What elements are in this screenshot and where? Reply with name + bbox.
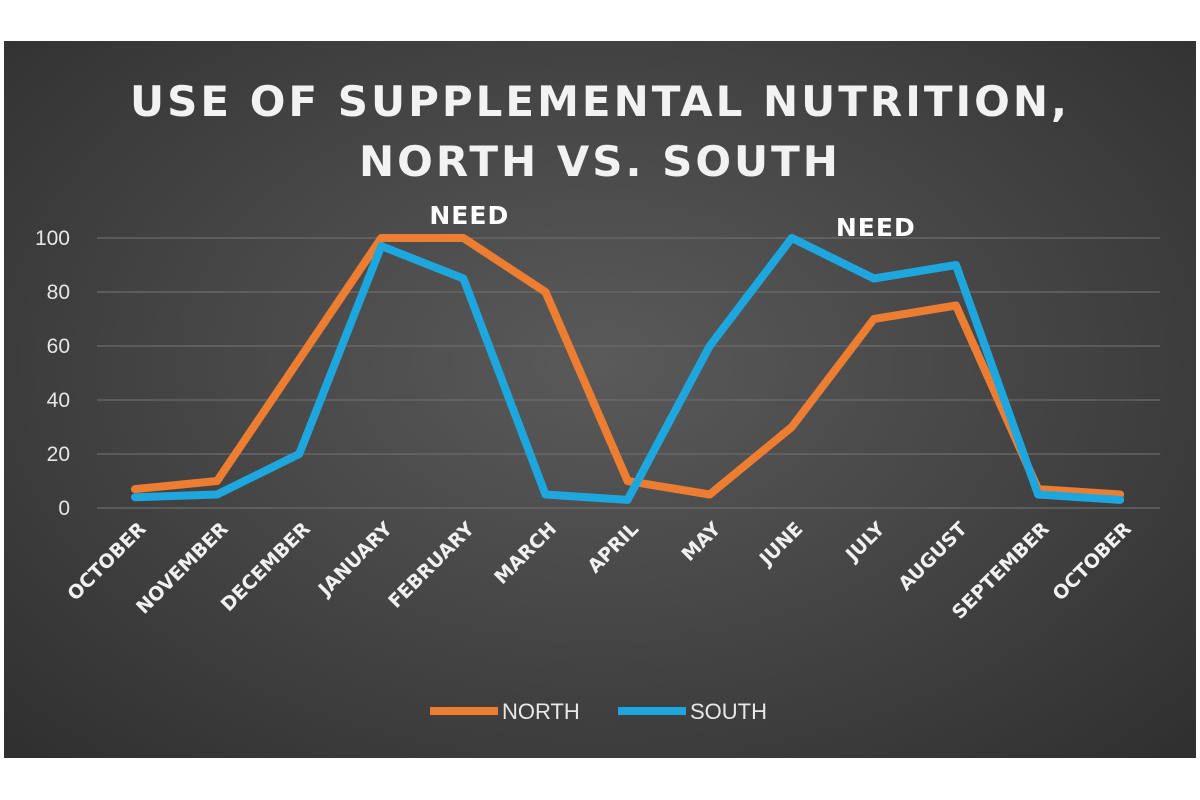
x-category-label: MARCH — [490, 518, 561, 589]
x-category-label: JULY — [840, 518, 889, 567]
x-category-label: AUGUST — [894, 518, 971, 595]
data-point-north — [542, 288, 549, 296]
chart-title: USE OF SUPPLEMENTAL NUTRITION, NORTH VS.… — [0, 72, 1200, 192]
data-point-south — [542, 491, 549, 498]
data-point-south — [377, 242, 385, 250]
need-annotation: NEED — [429, 201, 509, 230]
x-category-label: OCTOBER — [63, 518, 150, 605]
legend-item-south: SOUTH — [618, 699, 767, 724]
series-south — [131, 234, 1125, 504]
legend-label: NORTH — [502, 699, 580, 724]
data-point-north — [788, 423, 796, 431]
x-category-label: FEBRUARY — [384, 518, 479, 613]
x-category-label: APRIL — [583, 518, 643, 578]
data-point-north — [870, 315, 878, 323]
y-tick-label: 0 — [58, 497, 70, 520]
gridlines — [97, 237, 1160, 509]
data-point-south — [870, 275, 878, 282]
data-point-north — [131, 485, 139, 493]
data-point-south — [624, 496, 632, 504]
series-line-north — [131, 234, 1125, 499]
annotations: NEED NEED — [429, 201, 916, 242]
series-north — [131, 234, 1125, 499]
data-point-south — [1034, 491, 1042, 498]
y-tick-label: 60 — [47, 335, 70, 358]
x-category-label: JANUARY — [313, 518, 397, 602]
data-point-south — [295, 450, 303, 458]
data-point-south — [131, 493, 139, 501]
x-category-label: OCTOBER — [1049, 518, 1136, 605]
y-axis-ticks: 0 20 40 60 80 100 — [35, 227, 70, 520]
data-point-north — [706, 491, 714, 498]
x-category-label: JUNE — [754, 518, 807, 571]
data-point-north — [459, 234, 467, 242]
y-tick-label: 20 — [47, 443, 70, 466]
chart-title-line-1: USE OF SUPPLEMENTAL NUTRITION, — [130, 77, 1070, 126]
legend: NORTH SOUTH — [430, 699, 767, 724]
data-point-south — [706, 342, 714, 350]
data-point-south — [213, 491, 221, 498]
legend-item-north: NORTH — [430, 699, 580, 724]
data-point-north — [295, 356, 303, 363]
y-tick-label: 80 — [47, 281, 70, 304]
need-annotation: NEED — [836, 213, 916, 242]
x-category-label: MAY — [677, 518, 725, 566]
y-tick-label: 100 — [35, 227, 70, 250]
data-point-south — [952, 261, 960, 269]
data-point-north — [213, 477, 221, 485]
data-point-south — [1116, 496, 1124, 504]
data-point-north — [624, 477, 632, 485]
data-point-south — [788, 234, 796, 242]
data-point-north — [952, 302, 960, 309]
data-point-south — [459, 275, 467, 282]
series-line-south — [131, 234, 1125, 504]
series-lines — [131, 234, 1125, 504]
data-point-north — [377, 234, 385, 242]
legend-label: SOUTH — [690, 699, 767, 724]
chart-title-line-2: NORTH VS. SOUTH — [359, 137, 841, 186]
y-tick-label: 40 — [47, 389, 70, 412]
